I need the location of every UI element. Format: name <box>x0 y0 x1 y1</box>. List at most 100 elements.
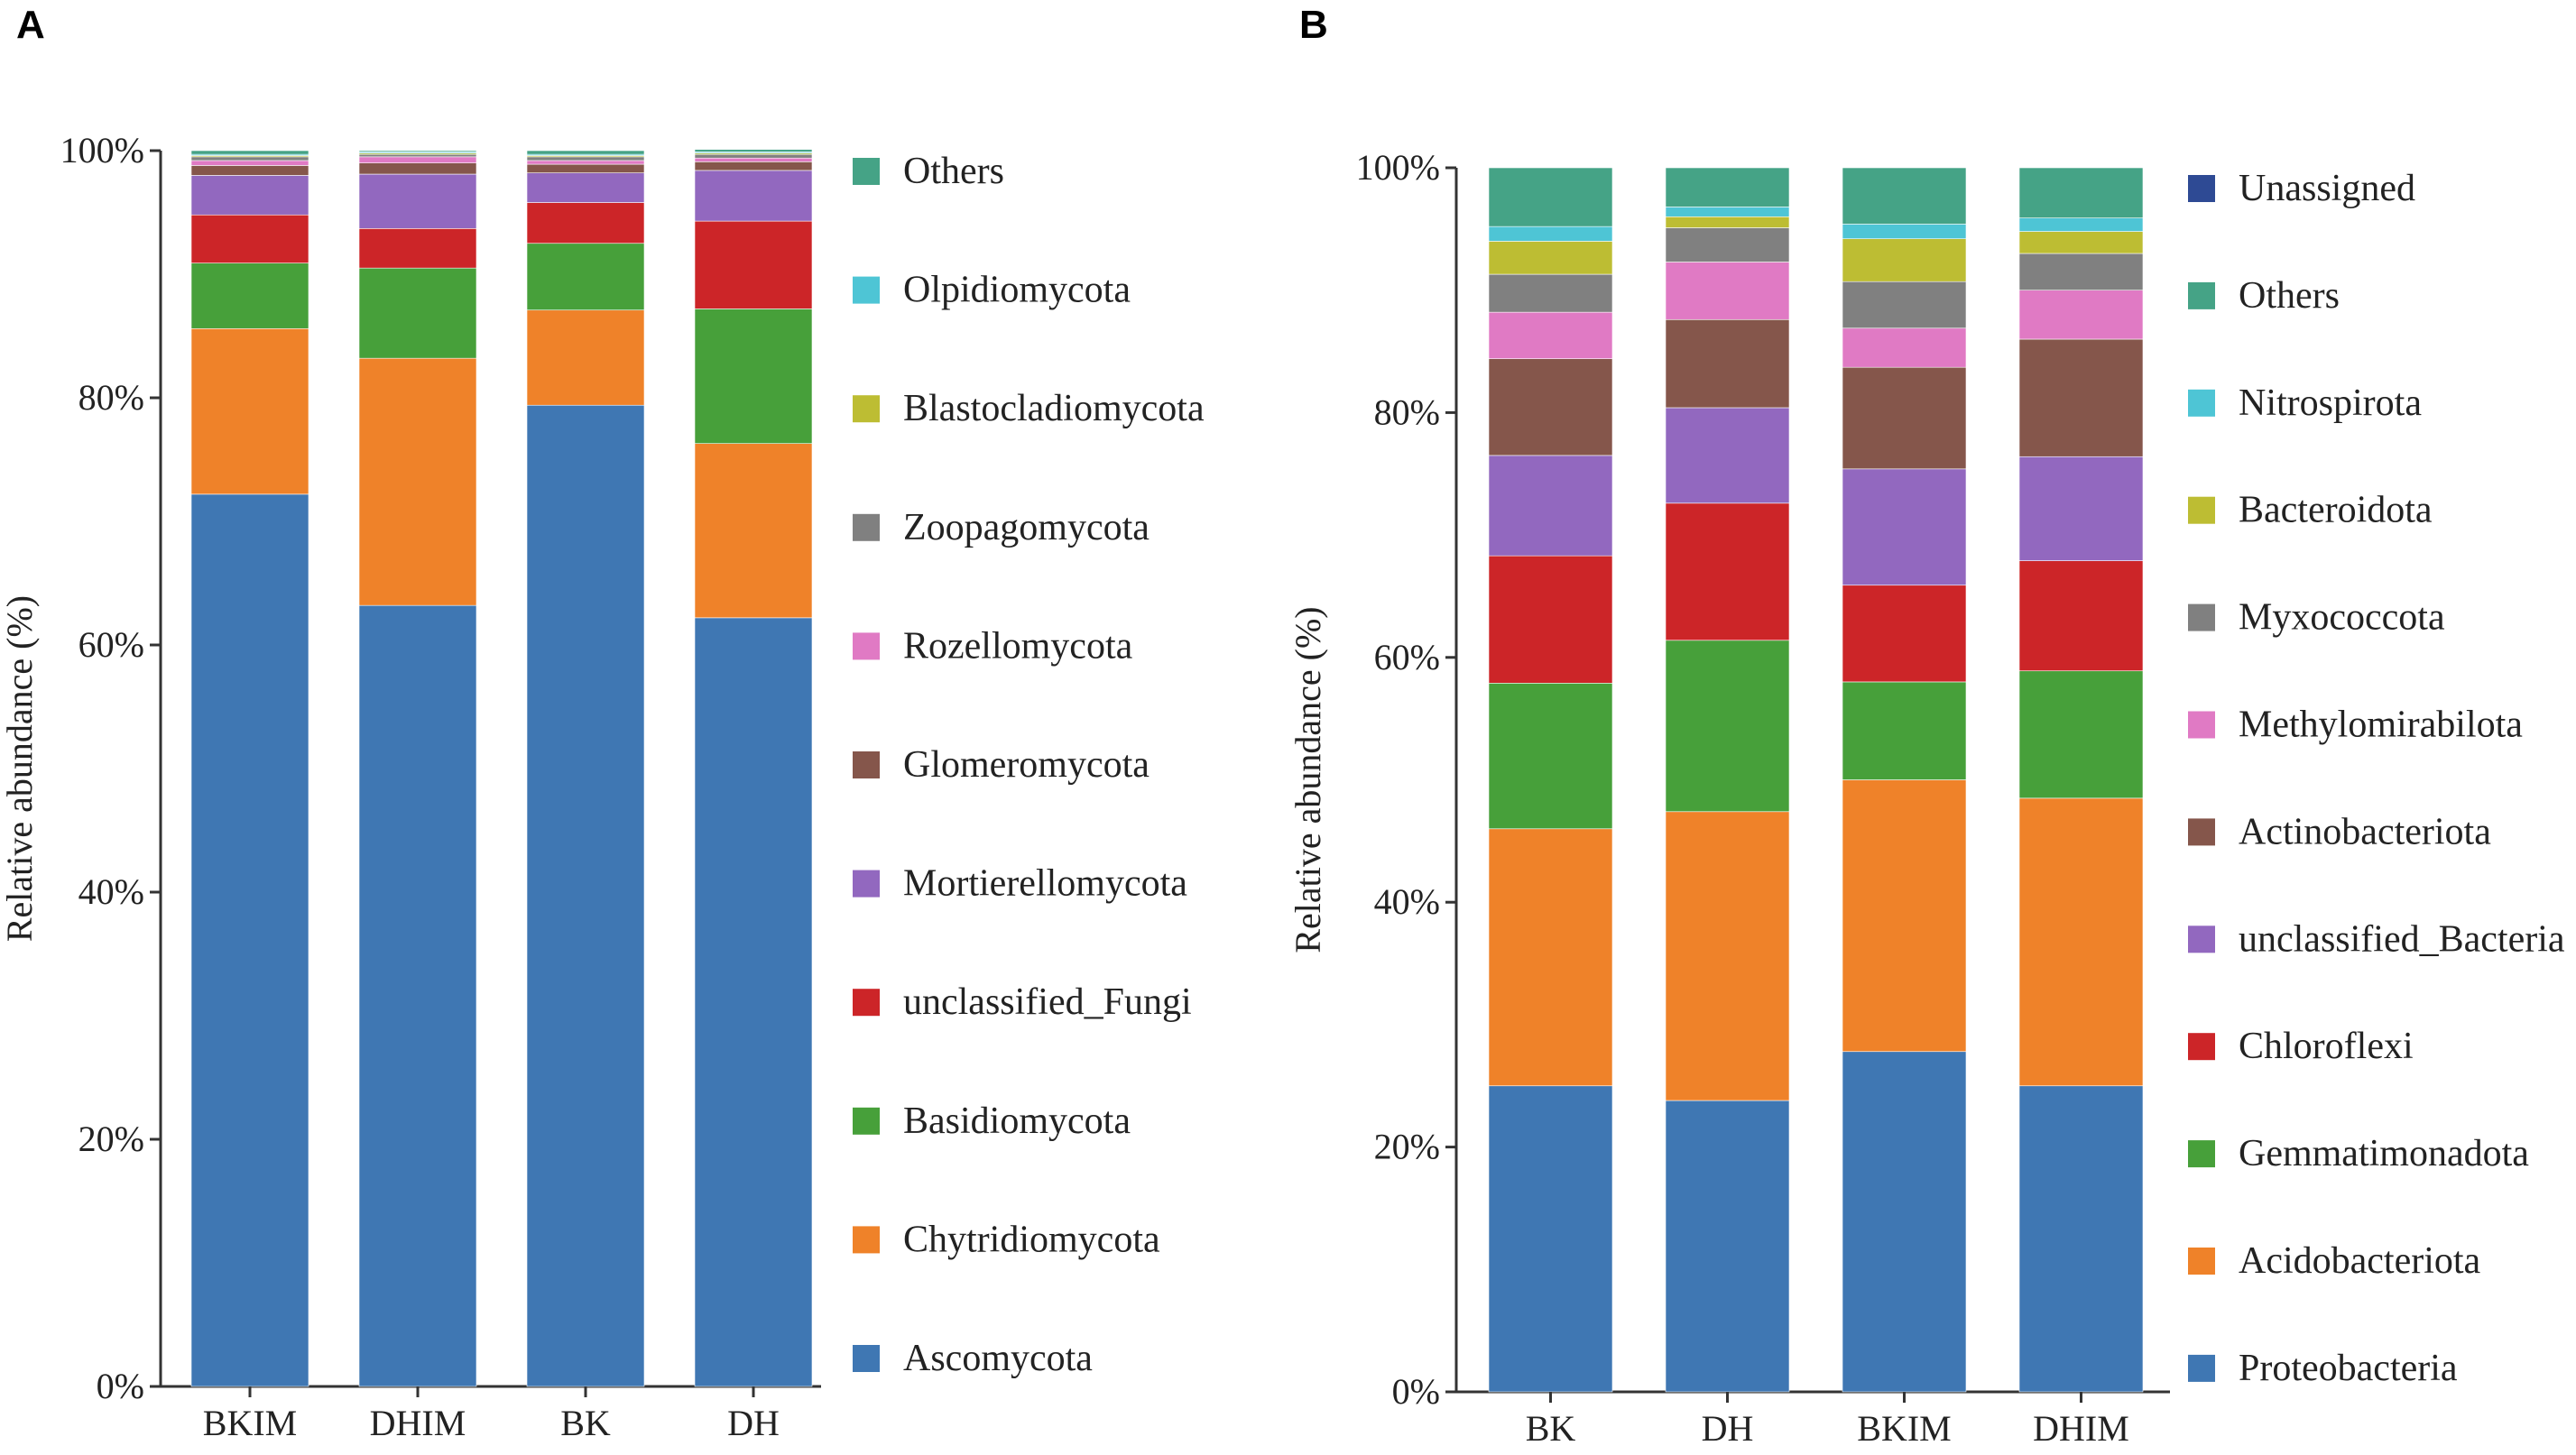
panel-b-bar-segment <box>1488 311 1613 359</box>
panel-b-legend-swatch <box>2188 603 2215 631</box>
panel-a-legend-swatch <box>853 395 880 423</box>
panel-a-bar-segment <box>526 202 645 244</box>
panel-b-bar-segment <box>1842 224 1967 240</box>
panel-b-bar-segment <box>1842 238 1967 282</box>
panel-a-legend-label: Glomeromycota <box>903 744 1150 786</box>
panel-b-legend-label: unclassified_Bacteria <box>2239 918 2565 960</box>
panel-a-bar-segment <box>190 165 309 176</box>
panel-b-bar-segment <box>1842 281 1967 329</box>
panel-b-bar-segment <box>1665 262 1790 320</box>
panel-b-y-axis-title: Relative abundance (%) <box>1288 606 1328 953</box>
panel-a-x-tick-label: DHIM <box>370 1403 466 1443</box>
panel-a-legend-label: Ascomycota <box>903 1338 1093 1379</box>
panel-a-legend-label: Rozellomycota <box>903 625 1133 667</box>
panel-a-legend-swatch <box>853 1226 880 1254</box>
panel-a-y-tick-label: 20% <box>78 1119 144 1159</box>
panel-b-legend-swatch <box>2188 818 2215 846</box>
panel-b-x-tick-label: DHIM <box>2033 1408 2129 1449</box>
panel-a-bar-segment <box>526 160 645 165</box>
panel-a-bar-segment <box>526 163 645 173</box>
chart-b: 0% 20% 40% 60% 80% 100% Relative abundance (%)… <box>1288 147 2565 1449</box>
panel-b-bar-segment <box>2018 231 2144 254</box>
panel-b-bar-segment <box>2018 253 2144 290</box>
panel-a-bar-segment <box>694 153 813 159</box>
panel-a-legend-swatch <box>853 632 880 660</box>
panel-b-legend-swatch <box>2188 389 2215 417</box>
panel-b-bar-segment <box>1488 273 1613 313</box>
panel-b-bar-segment <box>1842 468 1967 586</box>
panel-a-bar-segment <box>358 156 477 164</box>
panel-b-bar-segment <box>2018 797 2144 1087</box>
panel-a-legend-label: Zoopagomycota <box>903 507 1150 548</box>
panel-b-x-tick-label: DH <box>1702 1408 1754 1449</box>
panel-a-legend-swatch <box>853 1345 880 1372</box>
panel-b-bar-segment <box>1665 811 1790 1101</box>
panel-a-bar-segment <box>190 493 309 1387</box>
panel-a-bar-segment <box>190 214 309 263</box>
panel-b-legend-label: Chloroflexi <box>2239 1026 2414 1067</box>
panel-a-bar-segment <box>694 308 813 444</box>
panel-b-bar-segment <box>1665 207 1790 217</box>
panel-b-bar-segment <box>1665 502 1790 641</box>
panel-a-bar-segment <box>694 170 813 222</box>
panel-a-letter: A <box>16 3 45 47</box>
panel-b-bar-segment <box>1842 585 1967 683</box>
panel-b-legend-swatch <box>2188 1248 2215 1275</box>
panel-b-bar-segment <box>1665 216 1790 228</box>
panel-b-bar-segment <box>2018 290 2144 340</box>
panel-a-legend-swatch <box>853 989 880 1017</box>
panel-a-legend-label: Others <box>903 151 1004 192</box>
panel-a-bar-segment <box>526 404 645 1387</box>
panel-b-bar-segment <box>2018 217 2144 232</box>
panel-b-bar-segment <box>1842 681 1967 780</box>
panel-b-bar-segment <box>1488 455 1613 557</box>
panel-b-legend-label: Actinobacteriota <box>2239 811 2491 852</box>
panel-a-bar-segment <box>526 172 645 203</box>
panel-a-bar-segment <box>190 150 309 155</box>
panel-b-bar-segment <box>1842 327 1967 368</box>
panel-a-legend-swatch <box>853 276 880 304</box>
panel-a-legend-label: Chytridiomycota <box>903 1219 1160 1260</box>
panel-a-bar-segment <box>694 149 813 152</box>
panel-b-bar-segment <box>2018 1085 2144 1393</box>
panel-b-legend-label: Proteobacteria <box>2239 1348 2458 1389</box>
panel-b-legend-label: Bacteroidota <box>2239 490 2433 531</box>
panel-b-bar-segment <box>1488 828 1613 1087</box>
panel-a-x-tick-label: BKIM <box>203 1403 297 1443</box>
panel-b-legend-label: Gemmatimonadota <box>2239 1133 2529 1174</box>
panel-a-x-tick-label: BK <box>560 1403 611 1443</box>
panel-b-bar-segment <box>1488 226 1613 242</box>
panel-a-bar-segment <box>694 443 813 619</box>
panel-b-bar-segment <box>1488 358 1613 456</box>
panel-b-legend-label: Unassigned <box>2239 168 2415 209</box>
panel-b-legend-swatch <box>2188 1140 2215 1168</box>
panel-b-y-tick-label: 80% <box>1374 391 1440 432</box>
panel-a-bar-segment <box>190 160 309 166</box>
panel-b-legend-label: Myxococcota <box>2239 597 2445 639</box>
panel-a-y-axis-title: Relative abundance (%) <box>0 595 40 942</box>
panel-b-bar-segment <box>1665 407 1790 504</box>
panel-a-x-tick-label: DH <box>727 1403 780 1443</box>
panel-a-bar-segment <box>190 327 309 495</box>
panel-b-bar-segment <box>1665 640 1790 813</box>
panel-b-bar-segment <box>1842 167 1967 225</box>
panel-b-bar-segment <box>1488 682 1613 830</box>
panel-b-bar-segment <box>2018 670 2144 799</box>
panel-a-legend-swatch <box>853 158 880 185</box>
panel-b-letter: B <box>1299 3 1328 47</box>
panel-a-y-tick-label: 60% <box>78 624 144 665</box>
panel-a-bar-segment <box>358 153 477 158</box>
panel-b-x-tick-label: BKIM <box>1857 1408 1951 1449</box>
panel-b-legend-swatch <box>2188 925 2215 953</box>
panel-b-bar-segment <box>1488 241 1613 275</box>
panel-a-bar-segment <box>358 173 477 229</box>
panel-a-y-tick-label: 80% <box>78 377 144 418</box>
panel-b-y-tick-label: 40% <box>1374 881 1440 922</box>
panel-b-legend-label: Acidobacteriota <box>2239 1240 2481 1282</box>
panel-a-bar-segment <box>190 175 309 216</box>
panel-b-bar-segment <box>1488 555 1613 684</box>
panel-a-legend-swatch <box>853 870 880 898</box>
panel-b-legend-swatch <box>2188 711 2215 739</box>
panel-a-bar-segment <box>526 156 645 161</box>
panel-b-legend-swatch <box>2188 496 2215 524</box>
